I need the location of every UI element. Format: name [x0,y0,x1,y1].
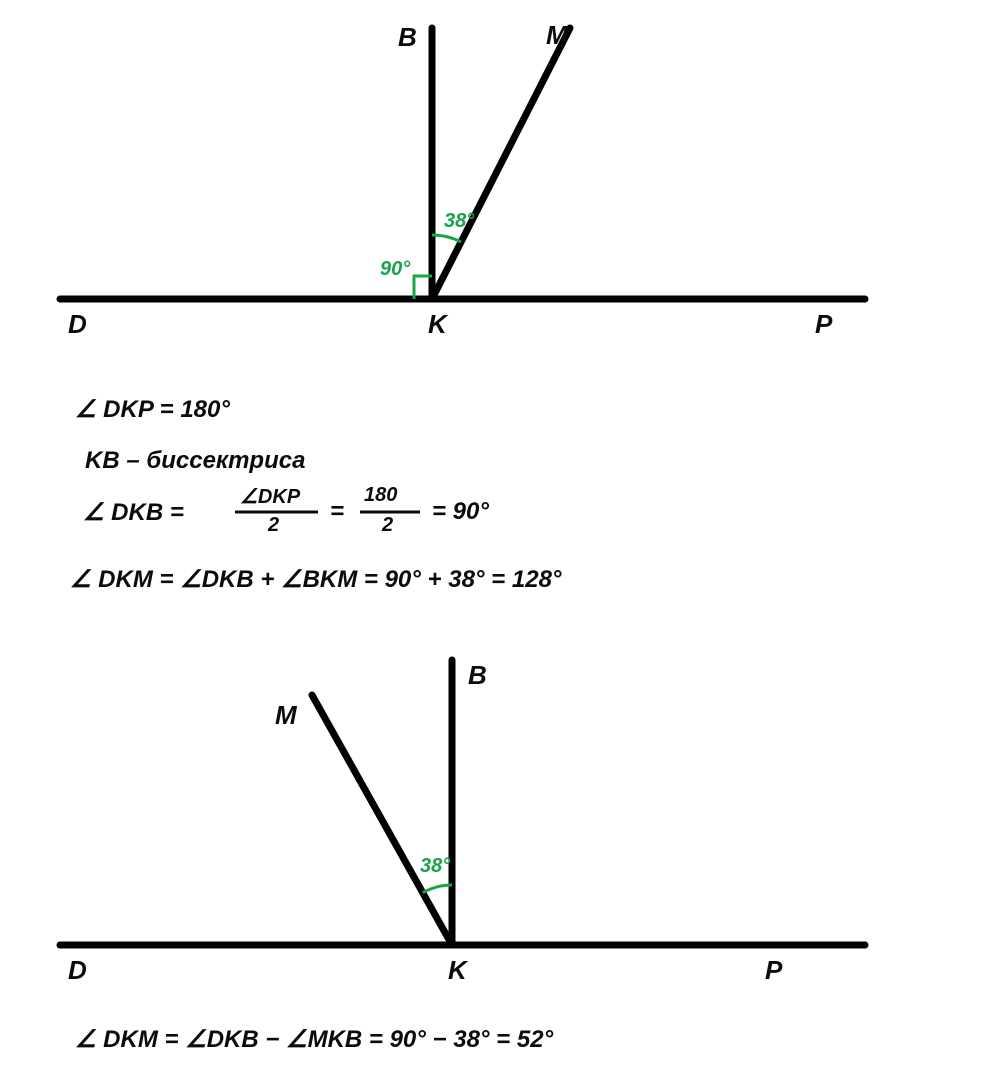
line-3-frac1-bot: 2 [268,514,279,537]
d1-label-P: P [815,309,832,340]
line-4: ∠ DKM = ∠DKB + ∠BKM = 90° + 38° = 128° [70,565,562,594]
line-3-eq1: = [330,498,344,526]
line-bottom: ∠ DKM = ∠DKB − ∠MKB = 90° − 38° = 52° [75,1025,553,1054]
d2-label-D: D [68,955,87,986]
diagram-svg [0,0,993,1071]
line-1: ∠ DKP = 180° [75,395,230,424]
line-3-tail: = 90° [432,498,489,526]
line-3-frac2-top: 180 [364,484,397,507]
d1-label-K: K [428,309,447,340]
line-3-frac1-top: ∠DKP [240,484,300,509]
line-3-frac2-bot: 2 [382,514,393,537]
d2-label-P: P [765,955,782,986]
d2-label-K: K [448,955,467,986]
d1-label-M: M [546,20,568,51]
d2-label-B: B [468,660,487,691]
d1-label-B: B [398,22,417,53]
d2-angle-38: 38° [420,855,450,878]
d1-angle-38: 38° [444,210,474,233]
d2-label-M: M [275,700,297,731]
d1-label-D: D [68,309,87,340]
d1-angle-90: 90° [380,258,410,281]
stage: B M D K P 90° 38° ∠ DKP = 180° KB – бисс… [0,0,993,1071]
line-3a: ∠ DKB = [83,498,184,527]
line-2: KB – биссектриса [85,447,305,475]
